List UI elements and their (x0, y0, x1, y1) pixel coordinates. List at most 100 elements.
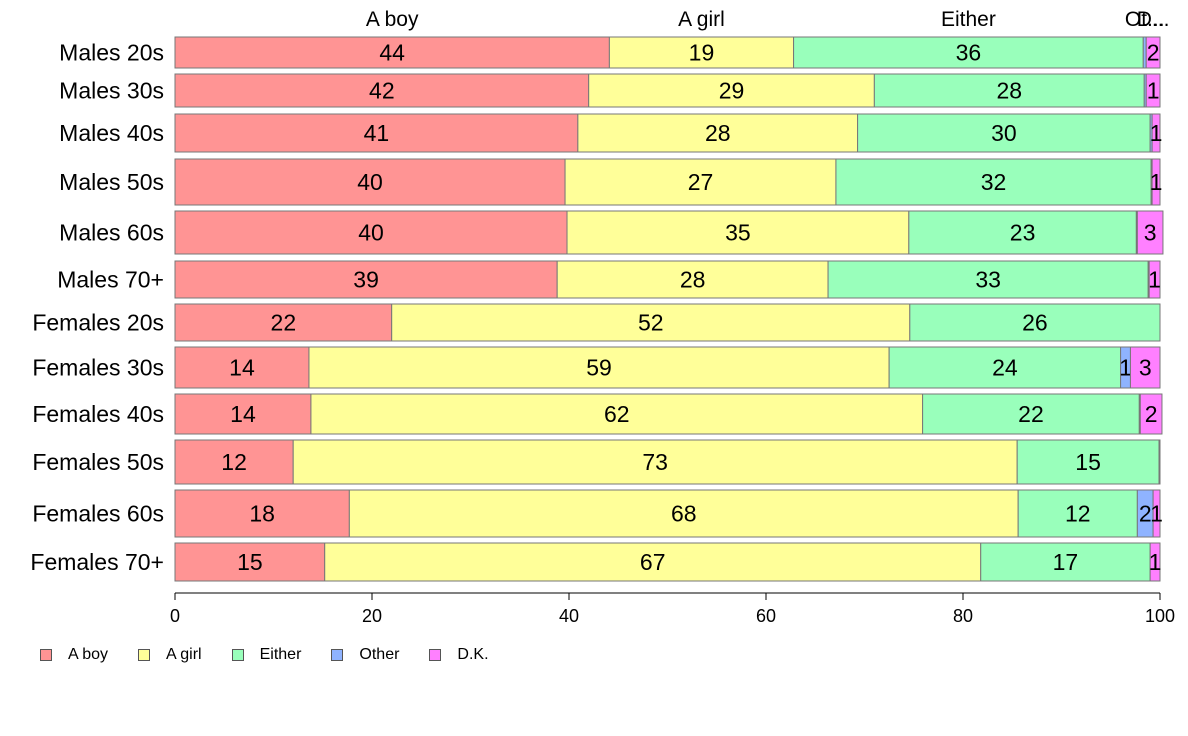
bar-males-60s-either (908, 210, 1137, 255)
data-label-males-60s-a-boy: 40 (358, 220, 384, 246)
data-label-females-70-a-boy: 15 (237, 549, 263, 575)
bar-females-20s-a-girl (391, 303, 911, 342)
bar-females-50s-a-girl (292, 439, 1018, 485)
data-label-females-30s-a-girl: 59 (586, 355, 612, 381)
bar-females-30s-either (888, 346, 1122, 389)
bar-males-50s-either (835, 158, 1152, 206)
data-label-females-70-a-girl: 67 (640, 549, 666, 575)
category-label-females-70: Females 70+ (30, 549, 164, 575)
data-label-males-50s-a-girl: 27 (688, 169, 714, 195)
top-label-a-girl: A girl (678, 8, 725, 31)
data-label-males-20s-a-girl: 19 (689, 40, 715, 66)
x-tick-label-0: 0 (170, 606, 180, 626)
bar-females-70-a-boy (174, 542, 326, 582)
data-label-females-60s-other: 2 (1139, 501, 1152, 527)
x-tick-label-100: 100 (1145, 606, 1175, 626)
bar-females-70-d-k (1149, 542, 1161, 582)
data-label-females-40s-d-k: 2 (1145, 401, 1158, 427)
category-label-females-30s: Females 30s (32, 355, 164, 381)
bar-males-40s-a-boy (174, 113, 579, 153)
bar-males-70-a-boy (174, 260, 558, 299)
data-label-males-60s-a-girl: 35 (725, 220, 751, 246)
bar-males-60s-a-girl (566, 210, 910, 255)
data-label-females-40s-a-boy: 14 (230, 401, 256, 427)
legend-label-dk: D.K. (457, 646, 489, 663)
bar-males-70-either (827, 260, 1149, 299)
data-label-males-60s-d-k: 3 (1144, 220, 1157, 246)
category-label-males-60s: Males 60s (59, 220, 164, 246)
data-label-females-50s-a-girl: 73 (642, 449, 668, 475)
bar-males-50s-d-k (1151, 158, 1161, 206)
data-label-females-60s-d-k: 1 (1150, 501, 1163, 527)
data-label-males-40s-either: 30 (991, 120, 1017, 146)
data-label-males-70-either: 33 (975, 267, 1001, 293)
legend-swatch-dk (429, 649, 442, 661)
bar-females-30s-a-girl (308, 346, 890, 389)
data-label-males-20s-a-boy: 44 (379, 40, 405, 66)
top-label-d-k: D... (1137, 8, 1170, 31)
bar-males-60s-d-k (1136, 210, 1164, 255)
top-label-either: Either (941, 8, 996, 31)
top-label-other: Ot... (1125, 8, 1165, 31)
data-label-males-70-d-k: 1 (1148, 267, 1161, 293)
legend-label-a-boy: A boy (68, 646, 109, 663)
category-label-females-60s: Females 60s (32, 501, 164, 527)
legend-item-either: Either (231, 646, 302, 664)
bar-males-70-d-k (1148, 260, 1161, 299)
bar-females-70-either (980, 542, 1151, 582)
category-label-males-50s: Males 50s (59, 169, 164, 195)
data-label-females-20s-either: 26 (1022, 310, 1048, 336)
legend-swatch-either (231, 649, 244, 661)
bar-females-60s-d-k (1152, 489, 1161, 538)
data-label-females-20s-a-boy: 22 (271, 310, 297, 336)
data-label-females-70-either: 17 (1053, 549, 1079, 575)
legend-swatch-a-boy (40, 649, 52, 661)
bar-females-40s-d-k (1139, 393, 1163, 435)
bar-females-50s-a-boy (174, 439, 294, 485)
legend-label-other: Other (359, 646, 400, 663)
data-label-females-50s-a-boy: 12 (221, 449, 247, 475)
top-label-a-boy: A boy (366, 8, 419, 31)
bar-females-20s-a-boy (174, 303, 393, 342)
bar-females-30s-d-k (1129, 346, 1161, 389)
legend-item-other: Other (331, 646, 399, 664)
bar-females-60s-either (1017, 489, 1138, 538)
data-label-females-40s-a-girl: 62 (604, 401, 630, 427)
bar-males-40s-either (857, 113, 1151, 153)
legend-item-a-girl: A girl (138, 646, 202, 664)
data-label-females-60s-either: 12 (1065, 501, 1091, 527)
data-label-males-50s-d-k: 1 (1150, 169, 1163, 195)
bar-males-20s-a-girl (608, 36, 795, 69)
x-tick-label-40: 40 (559, 606, 579, 626)
bar-females-50s-d-k (1158, 439, 1161, 485)
data-label-females-40s-either: 22 (1018, 401, 1044, 427)
data-label-females-30s-other: 1 (1119, 355, 1132, 381)
bar-males-30s-a-girl (588, 73, 875, 108)
data-label-males-40s-a-boy: 41 (364, 120, 390, 146)
bar-males-20s-d-k (1145, 36, 1161, 69)
bar-males-30s-either (873, 73, 1145, 108)
data-label-males-30s-a-boy: 42 (369, 78, 395, 104)
category-label-males-70: Males 70+ (57, 267, 164, 293)
legend-swatch-other (331, 649, 344, 661)
bar-males-70-a-girl (556, 260, 829, 299)
data-label-females-30s-d-k: 3 (1139, 355, 1152, 381)
bar-males-40s-d-k (1151, 113, 1161, 153)
bar-females-40s-a-girl (310, 393, 924, 435)
bar-females-40s-either (922, 393, 1140, 435)
data-label-females-50s-either: 15 (1075, 449, 1101, 475)
bar-females-60s-a-girl (348, 489, 1019, 538)
bar-females-20s-either (909, 303, 1161, 342)
category-label-females-20s: Females 20s (32, 310, 164, 336)
category-label-males-30s: Males 30s (59, 78, 164, 104)
category-label-males-40s: Males 40s (59, 120, 164, 146)
data-label-males-60s-either: 23 (1010, 220, 1036, 246)
data-label-males-50s-either: 32 (981, 169, 1007, 195)
data-label-males-30s-a-girl: 29 (719, 78, 745, 104)
bar-males-50s-a-girl (564, 158, 837, 206)
data-label-males-20s-d-k: 2 (1147, 40, 1160, 66)
x-tick-label-60: 60 (756, 606, 776, 626)
legend-label-either: Either (259, 646, 302, 663)
bar-males-30s-d-k (1145, 73, 1161, 108)
